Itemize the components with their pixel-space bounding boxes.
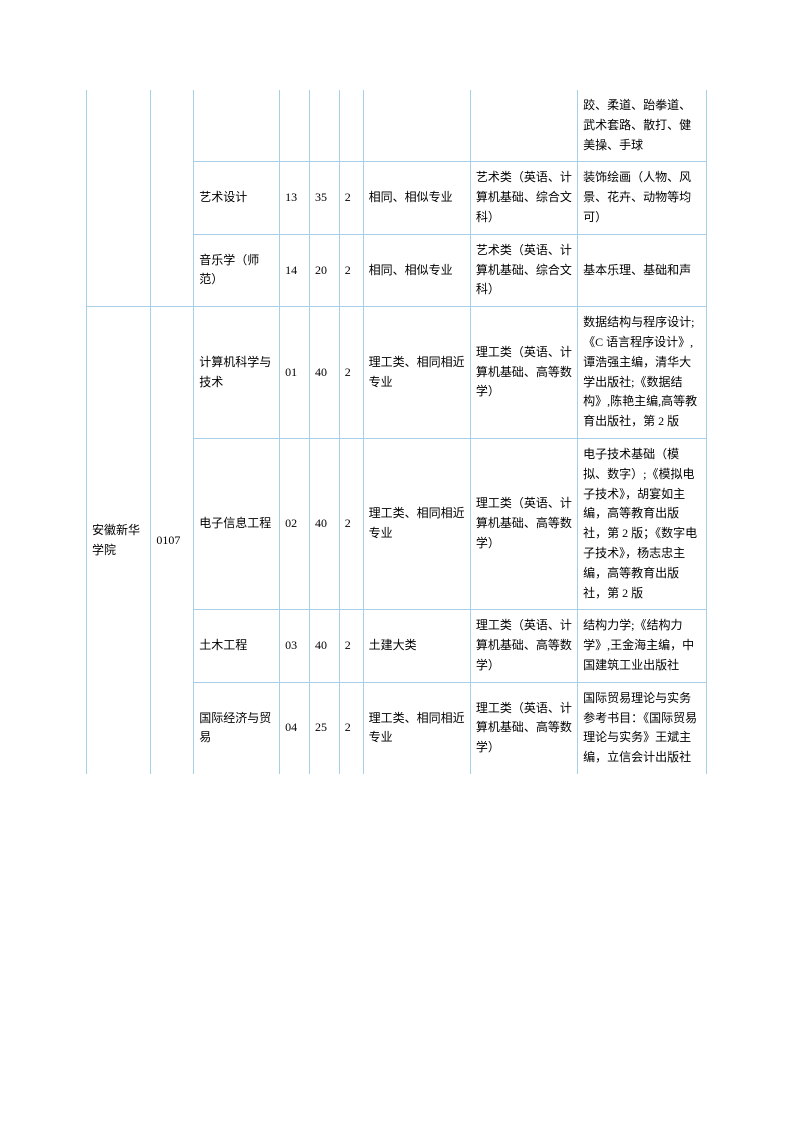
cell-scope: 理工类、相同相近专业: [363, 438, 470, 609]
cell-n1: 01: [280, 307, 310, 439]
cell-n3: [339, 90, 363, 162]
cell-n3: 2: [339, 162, 363, 234]
cell-n1: [280, 90, 310, 162]
cell-n2: 40: [309, 307, 339, 439]
cell-category: 艺术类（英语、计算机基础、综合文科）: [470, 234, 577, 306]
cell-n3: 2: [339, 682, 363, 774]
cell-major: 土木工程: [194, 610, 280, 682]
cell-category: [470, 90, 577, 162]
cell-n3: 2: [339, 307, 363, 439]
cell-n3: 2: [339, 610, 363, 682]
cell-book: 基本乐理、基础和声: [578, 234, 707, 306]
cell-major: 音乐学（师范）: [194, 234, 280, 306]
cell-scope: [363, 90, 470, 162]
table-row: 跤、柔道、跆拳道、武术套路、散打、健美操、手球: [87, 90, 707, 162]
cell-book: 装饰绘画（人物、风景、花卉、动物等均可）: [578, 162, 707, 234]
cell-school-code: [151, 90, 194, 307]
table-row: 安徽新华学院 0107 计算机科学与技术 01 40 2 理工类、相同相近专业 …: [87, 307, 707, 439]
cell-n1: 14: [280, 234, 310, 306]
cell-school: 安徽新华学院: [87, 307, 151, 774]
cell-category: 理工类（英语、计算机基础、高等数学）: [470, 307, 577, 439]
cell-n2: 25: [309, 682, 339, 774]
cell-scope: 土建大类: [363, 610, 470, 682]
recruitment-table: 跤、柔道、跆拳道、武术套路、散打、健美操、手球 艺术设计 13 35 2 相同、…: [86, 90, 707, 774]
cell-scope: 理工类、相同相近专业: [363, 682, 470, 774]
cell-major: [194, 90, 280, 162]
cell-major: 国际经济与贸易: [194, 682, 280, 774]
cell-n1: 04: [280, 682, 310, 774]
cell-book: 跤、柔道、跆拳道、武术套路、散打、健美操、手球: [578, 90, 707, 162]
cell-category: 艺术类（英语、计算机基础、综合文科）: [470, 162, 577, 234]
cell-book: 数据结构与程序设计;《C 语言程序设计》,谭浩强主编，清华大学出版社;《数据结构…: [578, 307, 707, 439]
cell-n1: 02: [280, 438, 310, 609]
cell-n1: 03: [280, 610, 310, 682]
cell-n2: 40: [309, 610, 339, 682]
cell-category: 理工类（英语、计算机基础、高等数学）: [470, 682, 577, 774]
cell-n2: 20: [309, 234, 339, 306]
cell-book: 国际贸易理论与实务参考书目：《国际贸易理论与实务》王斌主编，立信会计出版社: [578, 682, 707, 774]
cell-n2: 35: [309, 162, 339, 234]
cell-n3: 2: [339, 234, 363, 306]
cell-scope: 相同、相似专业: [363, 162, 470, 234]
cell-book: 电子技术基础（模拟、数字）;《模拟电子技术》，胡宴如主编，高等教育出版社，第 2…: [578, 438, 707, 609]
cell-scope: 理工类、相同相近专业: [363, 307, 470, 439]
cell-major: 计算机科学与技术: [194, 307, 280, 439]
cell-n2: [309, 90, 339, 162]
cell-major: 艺术设计: [194, 162, 280, 234]
cell-scope: 相同、相似专业: [363, 234, 470, 306]
cell-n3: 2: [339, 438, 363, 609]
cell-school-code: 0107: [151, 307, 194, 774]
cell-major: 电子信息工程: [194, 438, 280, 609]
cell-n1: 13: [280, 162, 310, 234]
cell-book: 结构力学;《结构力学》,王金海主编，中国建筑工业出版社: [578, 610, 707, 682]
cell-n2: 40: [309, 438, 339, 609]
cell-category: 理工类（英语、计算机基础、高等数学）: [470, 438, 577, 609]
cell-school: [87, 90, 151, 307]
cell-category: 理工类（英语、计算机基础、高等数学）: [470, 610, 577, 682]
